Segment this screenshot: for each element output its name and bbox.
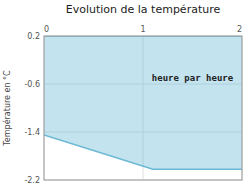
y-tick-label: -2.2 [24,176,40,185]
y-axis-label: Température en °C [2,70,12,147]
title: Evolution de la température [66,3,221,16]
x-tick-label: 0 [44,25,49,34]
chart-container: Evolution de la température Température e… [0,0,250,188]
y-tick-label: 0.2 [27,32,40,41]
y-tick-label: -1.4 [24,128,40,137]
grid [44,36,242,180]
plot-area [44,36,242,169]
chart: Evolution de la température Température e… [0,0,250,188]
line [44,135,242,169]
plot-frame [44,36,242,180]
area [44,36,242,169]
x-tick-label: 2 [237,25,242,34]
x-tick-label: 1 [140,25,145,34]
y-tick-label: -0.6 [24,80,40,89]
annotation: heure par heure [152,73,234,83]
